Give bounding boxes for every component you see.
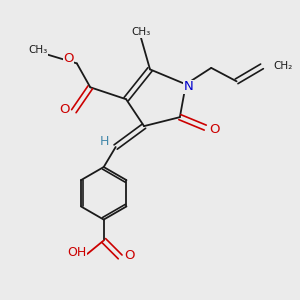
Text: OH: OH — [67, 246, 86, 259]
Text: H: H — [100, 135, 109, 148]
Text: O: O — [59, 103, 70, 116]
Text: O: O — [124, 249, 134, 262]
Text: CH₃: CH₃ — [28, 45, 48, 55]
Text: O: O — [209, 124, 220, 136]
Text: CH₃: CH₃ — [131, 27, 151, 37]
Text: N: N — [183, 80, 193, 93]
Text: CH₂: CH₂ — [273, 61, 292, 71]
Text: O: O — [63, 52, 74, 64]
